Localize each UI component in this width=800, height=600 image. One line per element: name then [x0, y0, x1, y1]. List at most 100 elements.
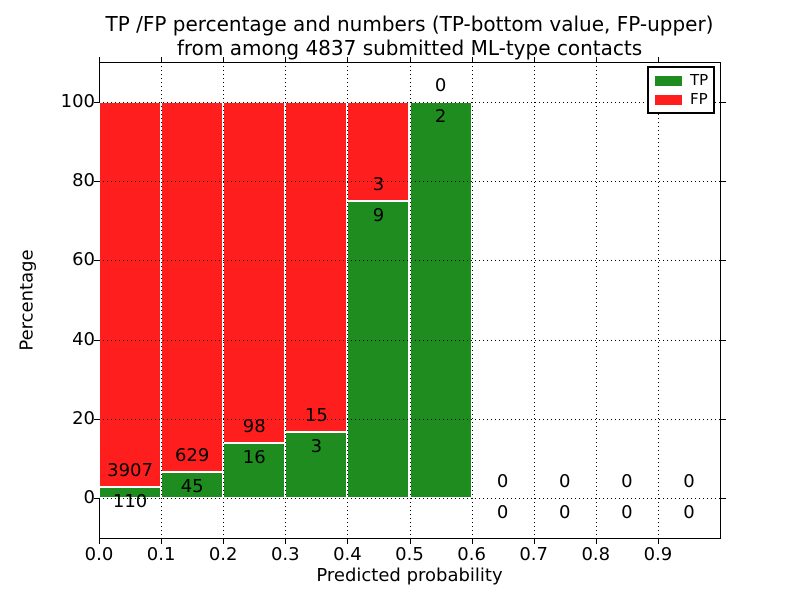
y-tick-label: 40	[72, 328, 95, 350]
x-tick-mark	[285, 539, 287, 544]
x-tick-mark-top	[409, 57, 411, 62]
y-axis-spine-right	[720, 62, 721, 539]
legend-swatch-fp	[655, 94, 682, 105]
x-tick-label: 0.5	[395, 544, 424, 565]
value-label-fp: 98	[242, 415, 266, 437]
value-label-tp: 16	[242, 446, 266, 468]
legend-label-fp: FP	[690, 90, 708, 108]
x-tick-mark-top	[223, 57, 225, 62]
x-tick-mark	[99, 539, 100, 544]
bar-fp	[285, 101, 348, 433]
value-label-tp: 0	[621, 502, 633, 524]
gridline-vertical	[595, 62, 597, 538]
x-tick-mark-top	[657, 57, 659, 62]
value-label-tp: 3	[310, 436, 323, 458]
value-label-fp: 0	[621, 471, 633, 493]
y-tick-mark	[94, 101, 99, 103]
x-tick-mark-top	[285, 57, 287, 62]
x-tick-mark-top	[471, 57, 473, 62]
y-tick-mark-right	[721, 180, 726, 182]
chart-title-line1: TP /FP percentage and numbers (TP-bottom…	[105, 12, 714, 36]
x-tick-mark	[657, 539, 659, 544]
value-label-tp: 9	[372, 204, 385, 226]
y-tick-mark	[94, 180, 99, 182]
bar-fp	[161, 101, 224, 472]
value-label-tp: 2	[434, 105, 447, 127]
gridline-vertical	[533, 62, 535, 538]
value-label-tp: 110	[112, 491, 148, 513]
bar-tp	[161, 471, 224, 499]
value-label-fp: 3	[372, 173, 385, 195]
x-tick-label: 0.7	[519, 544, 548, 565]
legend-label-tp: TP	[690, 71, 709, 89]
x-tick-mark	[223, 539, 225, 544]
legend-item: FP	[655, 90, 708, 108]
x-tick-label: 0.0	[84, 544, 114, 565]
gridline-vertical	[347, 62, 349, 538]
value-label-fp: 0	[496, 471, 509, 493]
x-tick-mark-top	[99, 57, 100, 62]
x-tick-mark-top	[533, 57, 535, 62]
x-tick-label: 0.1	[146, 544, 176, 565]
y-tick-label: 80	[72, 169, 95, 191]
x-tick-mark	[471, 539, 473, 544]
x-tick-label: 0.6	[457, 544, 486, 565]
x-tick-mark-top	[347, 57, 349, 62]
gridline-vertical	[161, 62, 163, 538]
y-tick-mark	[94, 339, 99, 341]
x-tick-mark	[347, 539, 349, 544]
bar-tp	[347, 200, 410, 499]
x-tick-mark	[595, 539, 597, 544]
y-tick-label: 60	[72, 249, 95, 271]
plot-area: 3907 110 629 45 98 16 15 3 3 9 0 2 0 0 0 0 0 0 0 0	[99, 62, 720, 538]
x-tick-label: 0.9	[643, 544, 673, 565]
x-tick-label: 0.8	[581, 544, 611, 565]
y-tick-mark	[94, 260, 99, 262]
legend-item: TP	[655, 71, 709, 89]
value-label-fp: 629	[174, 444, 210, 466]
value-label-fp: 0	[559, 471, 571, 493]
y-tick-mark	[94, 498, 99, 500]
bar-tp	[409, 101, 472, 499]
x-tick-label: 0.3	[270, 544, 300, 565]
value-label-tp: 0	[683, 502, 695, 524]
x-tick-mark	[533, 539, 535, 544]
y-tick-label: 20	[72, 407, 95, 429]
y-tick-label: 0	[83, 487, 95, 509]
value-label-fp: 3907	[107, 460, 153, 482]
value-label-fp: 0	[683, 471, 695, 493]
bar-tp	[99, 487, 162, 499]
chart-title-line2: from among 4837 submitted ML-type contac…	[176, 36, 643, 60]
bar-fp	[99, 101, 162, 488]
gridline-vertical	[409, 62, 411, 538]
gridline-vertical	[285, 62, 287, 538]
value-label-fp: 0	[434, 74, 447, 96]
legend: TP FP	[647, 66, 715, 114]
bar-tp	[223, 442, 286, 499]
value-label-tp: 0	[496, 502, 509, 524]
value-label-tp: 45	[180, 475, 204, 497]
gridline-vertical	[657, 62, 659, 538]
x-tick-mark	[409, 539, 411, 544]
gridline-vertical	[471, 62, 473, 538]
y-tick-mark-right	[721, 339, 726, 341]
value-label-fp: 15	[304, 405, 328, 427]
y-tick-mark-right	[721, 101, 726, 103]
gridline-vertical	[223, 62, 225, 538]
y-tick-mark-right	[721, 260, 726, 262]
value-label-tp: 0	[559, 502, 571, 524]
y-tick-mark-right	[721, 418, 726, 420]
x-axis-label: Predicted probability	[316, 565, 503, 586]
bar-fp	[223, 101, 286, 443]
y-tick-mark	[94, 418, 99, 420]
legend-swatch-tp	[655, 75, 682, 86]
x-tick-label: 0.4	[333, 544, 362, 565]
y-tick-mark-right	[721, 498, 726, 500]
x-tick-mark-top	[595, 57, 597, 62]
y-tick-label: 100	[60, 90, 95, 112]
x-axis-spine-bottom	[99, 538, 721, 539]
x-tick-label: 0.2	[208, 544, 238, 565]
x-tick-mark	[161, 539, 163, 544]
x-tick-mark-top	[161, 57, 163, 62]
